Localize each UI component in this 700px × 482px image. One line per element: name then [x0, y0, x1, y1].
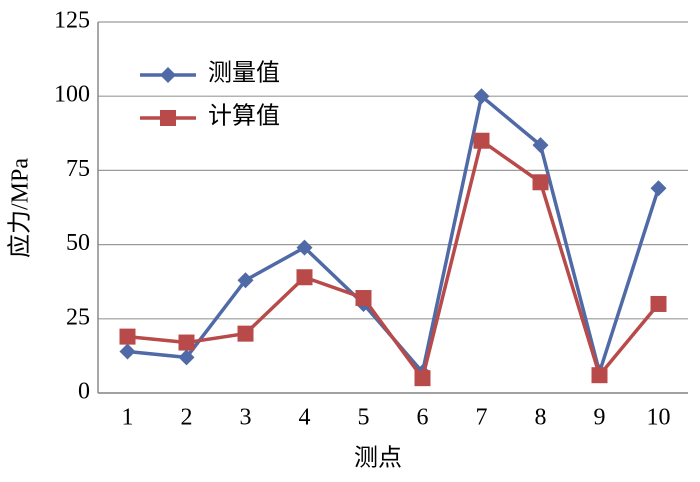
square-marker	[591, 367, 608, 384]
square-marker	[296, 269, 313, 286]
square-marker	[160, 110, 176, 126]
diamond-marker	[532, 137, 549, 154]
square-marker	[532, 174, 549, 191]
x-tick-label: 7	[476, 405, 488, 431]
square-marker	[414, 370, 431, 387]
series-line	[127, 93, 661, 379]
legend-label: 测量值	[208, 60, 280, 87]
diamond-marker	[160, 67, 176, 83]
square-marker	[355, 290, 372, 307]
x-tick-label: 10	[647, 405, 671, 431]
x-tick-label: 9	[594, 405, 606, 431]
x-axis-label: 测点	[354, 445, 402, 472]
diamond-marker	[237, 272, 254, 289]
square-marker	[237, 325, 254, 342]
y-tick-label: 50	[66, 230, 90, 256]
legend-label: 计算值	[208, 103, 280, 130]
y-tick-label: 25	[66, 304, 90, 330]
square-marker	[178, 334, 195, 351]
y-tick-label: 75	[66, 156, 90, 182]
square-marker	[650, 295, 667, 312]
diamond-marker	[296, 239, 313, 256]
y-axis-label: 应力/MPa	[7, 158, 34, 258]
y-tick-label: 125	[54, 8, 90, 34]
x-tick-label: 1	[122, 405, 134, 431]
series-line	[127, 137, 660, 383]
square-marker	[473, 132, 490, 149]
diamond-marker	[119, 343, 136, 360]
diamond-marker	[473, 88, 490, 105]
y-tick-label: 100	[54, 82, 90, 108]
x-tick-label: 3	[240, 405, 252, 431]
diamond-marker	[650, 180, 667, 197]
x-tick-label: 8	[535, 405, 547, 431]
square-marker	[119, 328, 136, 345]
x-tick-label: 6	[417, 405, 429, 431]
x-tick-label: 5	[358, 405, 370, 431]
x-tick-label: 4	[299, 405, 311, 431]
diamond-marker	[178, 349, 195, 366]
x-tick-label: 2	[181, 405, 193, 431]
y-tick-label: 0	[78, 379, 90, 405]
